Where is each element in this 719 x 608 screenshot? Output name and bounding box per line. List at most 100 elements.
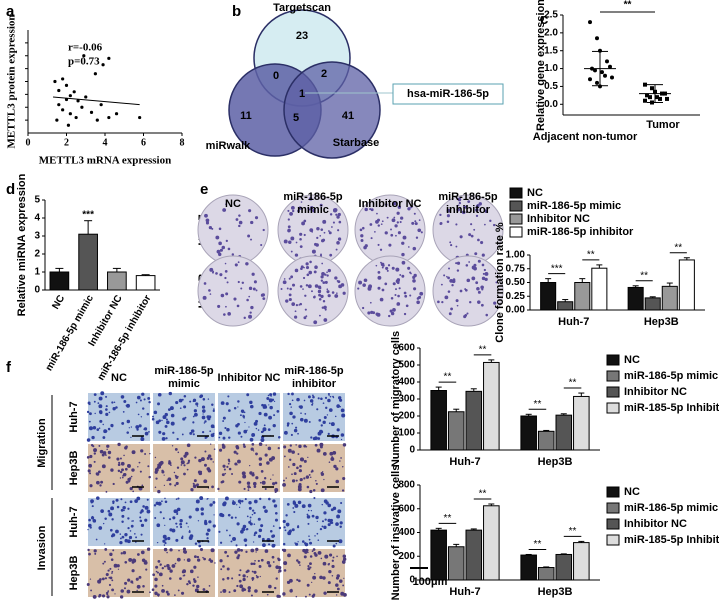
colony [493, 301, 497, 305]
cell [249, 464, 251, 467]
cell [170, 421, 175, 426]
cell [325, 501, 329, 505]
colony [302, 276, 306, 280]
significance: ** [674, 242, 682, 253]
colony [208, 289, 211, 292]
colony [362, 306, 365, 310]
cell [192, 433, 195, 436]
bar [644, 297, 661, 311]
point [95, 118, 99, 122]
cell [312, 548, 316, 551]
cell [307, 565, 310, 568]
y-tick-label: 600 [398, 343, 415, 354]
cell [164, 500, 168, 503]
cell [230, 516, 234, 519]
cell [142, 585, 145, 588]
cell [266, 561, 271, 565]
colony [299, 245, 303, 249]
cell [155, 420, 160, 425]
cell [253, 534, 256, 537]
cell [217, 487, 220, 491]
cell [317, 431, 322, 436]
cell [130, 436, 132, 438]
cell [227, 462, 230, 465]
cell [249, 519, 252, 521]
colony [237, 280, 240, 284]
cell [249, 404, 254, 409]
cell [138, 461, 141, 464]
colony [294, 315, 298, 319]
colony [401, 274, 405, 278]
cell [173, 471, 176, 474]
cell [274, 518, 279, 522]
cell [204, 463, 207, 467]
cell [219, 541, 223, 544]
cell [288, 529, 292, 533]
cell [328, 461, 331, 463]
cell [168, 461, 172, 465]
cell [331, 559, 334, 562]
colony [320, 253, 322, 256]
significance: *** [82, 209, 94, 220]
colony [288, 240, 292, 245]
cell [314, 443, 318, 447]
colony [377, 218, 381, 222]
cell [95, 538, 98, 541]
colony [295, 303, 299, 307]
colony [380, 223, 383, 226]
cell [259, 481, 262, 484]
cell [136, 496, 141, 501]
cell [264, 487, 267, 491]
cell [235, 446, 240, 450]
colony [405, 304, 409, 308]
colony [333, 208, 337, 213]
x-tick-label: 4 [103, 137, 108, 148]
cell [194, 456, 197, 459]
cell [90, 516, 95, 520]
colony [304, 308, 307, 311]
cell [109, 576, 113, 580]
panel-label: b [232, 3, 241, 20]
y-tick-label: 0.00 [506, 305, 526, 316]
cell [154, 577, 158, 582]
cell [157, 402, 161, 406]
colony [364, 207, 368, 212]
cell [187, 459, 191, 463]
cell [258, 457, 263, 461]
colony [313, 270, 317, 274]
cell [242, 474, 247, 479]
colony [320, 295, 323, 297]
colony [337, 280, 341, 284]
cell [161, 566, 164, 570]
cell [322, 402, 325, 404]
cell [126, 589, 131, 594]
cell [194, 412, 198, 417]
cell [253, 499, 258, 504]
cell [90, 443, 94, 447]
cell [152, 573, 156, 577]
colony [248, 295, 251, 298]
cell [283, 445, 287, 449]
significance: ** [444, 372, 452, 383]
point [595, 36, 599, 41]
colony [397, 205, 402, 209]
cell [295, 595, 298, 598]
cell [248, 426, 250, 428]
cell [144, 453, 147, 455]
bar [107, 271, 127, 291]
cell [176, 466, 180, 469]
cell [159, 511, 162, 514]
colony [291, 209, 295, 213]
cell [274, 511, 278, 515]
colony [363, 278, 368, 283]
colony [377, 271, 381, 274]
cell [319, 527, 323, 531]
colony [238, 220, 243, 225]
cell [106, 444, 110, 448]
x-tick-label: 2 [64, 137, 69, 148]
cell [269, 530, 273, 533]
colony [461, 210, 466, 215]
cell [251, 513, 254, 516]
cell [269, 405, 273, 410]
cell [93, 549, 97, 553]
